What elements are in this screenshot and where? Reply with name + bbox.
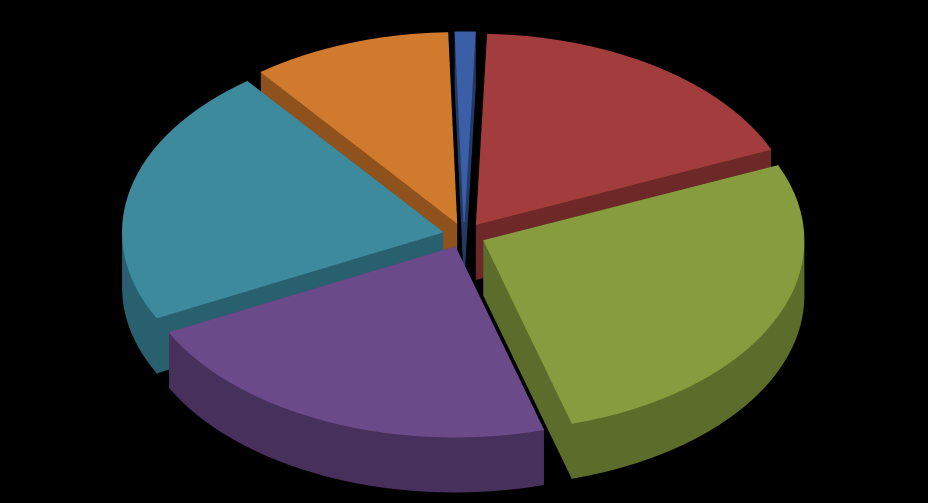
pie-chart-3d: [0, 0, 928, 503]
pie-chart-svg: [0, 0, 928, 503]
